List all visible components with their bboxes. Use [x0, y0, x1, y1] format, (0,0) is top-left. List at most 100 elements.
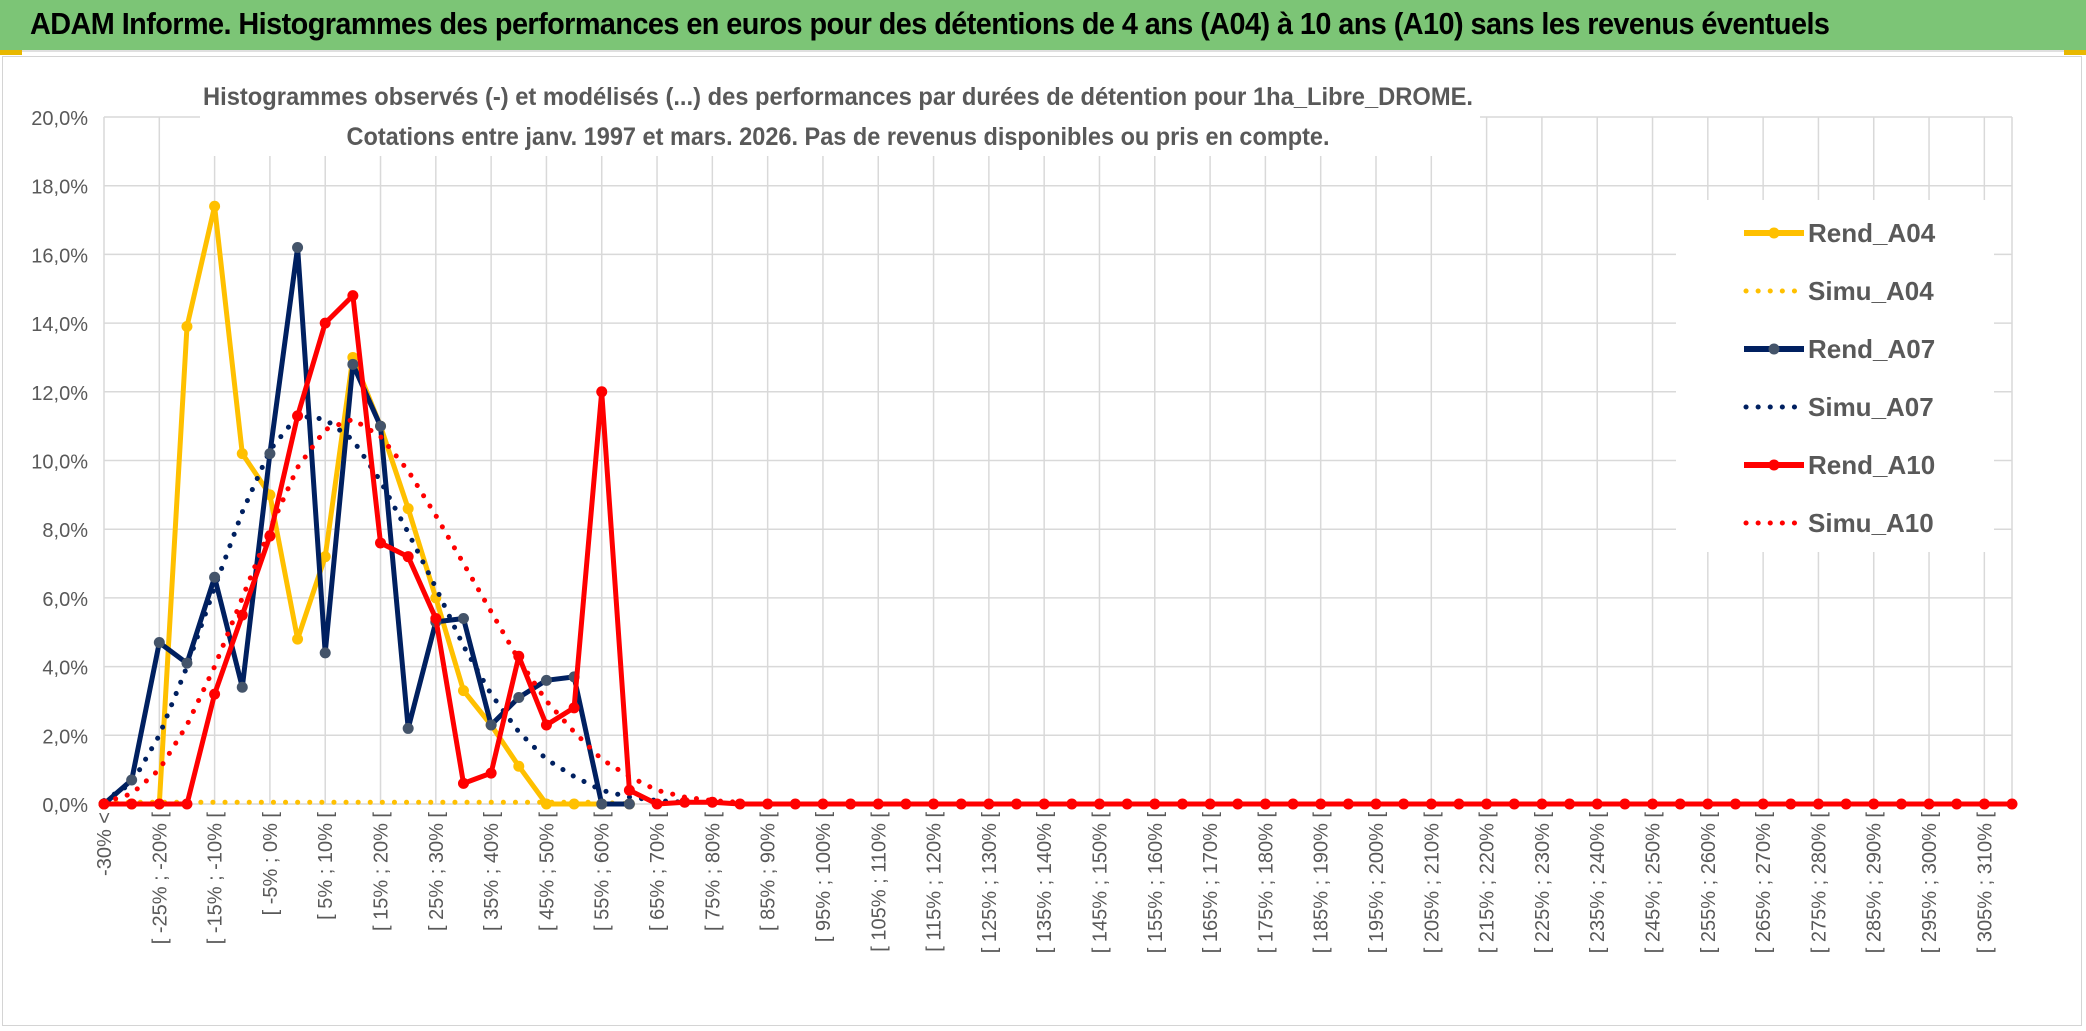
chart-title: Histogrammes observés (-) et modélisés (…: [203, 83, 1473, 111]
data-point: [1038, 798, 1050, 810]
data-point: [817, 798, 829, 810]
data-point: [236, 609, 248, 621]
data-point: [1868, 798, 1880, 810]
data-point: [1453, 798, 1465, 810]
x-tick-label: [ 245% ; 250% [: [1643, 812, 1665, 954]
series-rend-a07: [98, 242, 635, 810]
x-tick-label: [ -25% ; -20% [: [149, 812, 171, 945]
data-point: [181, 321, 193, 333]
data-point: [762, 798, 774, 810]
data-point: [1978, 798, 1990, 810]
x-tick-label: [ 105% ; 110% [: [868, 812, 890, 952]
data-point: [236, 681, 248, 693]
data-point: [1564, 798, 1576, 810]
data-point: [983, 798, 995, 810]
data-point: [1895, 798, 1907, 810]
data-point: [264, 448, 276, 460]
data-point: [236, 448, 248, 460]
data-point: [872, 798, 884, 810]
data-point: [1702, 798, 1714, 810]
data-point: [1481, 798, 1493, 810]
x-tick-label: [ 165% ; 170% [: [1200, 812, 1222, 954]
data-point: [1176, 798, 1188, 810]
data-point: [845, 798, 857, 810]
data-point: [319, 551, 331, 563]
data-point: [402, 722, 414, 734]
data-point: [457, 685, 469, 697]
data-point: [1011, 798, 1023, 810]
data-point: [1093, 798, 1105, 810]
x-tick-label: [ 255% ; 260% [: [1698, 812, 1720, 954]
data-point: [1674, 798, 1686, 810]
data-point: [1370, 798, 1382, 810]
x-tick-label: [ 195% ; 200% [: [1366, 812, 1388, 954]
data-point: [292, 633, 304, 645]
data-point: [900, 798, 912, 810]
legend-label: Rend_A10: [1808, 450, 1935, 480]
legend-entry: Simu_A07: [1743, 392, 1934, 422]
y-tick-label: 16,0%: [31, 245, 88, 267]
legend-label: Simu_A07: [1808, 392, 1934, 422]
data-point: [1619, 798, 1631, 810]
data-point: [319, 647, 331, 659]
x-tick-label: [ 185% ; 190% [: [1311, 812, 1333, 954]
data-point: [126, 798, 138, 810]
x-tick-label: [ 5% ; 10% [: [315, 812, 337, 920]
x-tick-label: [ 25% ; 30% [: [426, 812, 448, 931]
series-line: [104, 293, 2012, 807]
legend: Rend_A04 Simu_A04 Rend_A07 Simu_A07 Rend_A10…: [1676, 200, 1994, 552]
x-tick-label: [ 305% ; 310% [: [1974, 812, 1996, 954]
x-tick-label: [ 285% ; 290% [: [1864, 812, 1886, 954]
x-tick-label: -30% <: [94, 812, 116, 876]
data-point: [1149, 798, 1161, 810]
legend-entry: Simu_A04: [1743, 276, 1934, 306]
y-tick-label: 12,0%: [31, 383, 88, 405]
series-line: [104, 203, 630, 807]
data-point: [126, 774, 138, 786]
legend-marker: [1768, 227, 1780, 239]
data-point: [734, 798, 746, 810]
chart-frame: [2, 56, 2082, 1026]
y-tick-label: 6,0%: [42, 589, 88, 611]
y-tick-label: 2,0%: [42, 726, 88, 748]
legend-entry: Rend_A07: [1744, 334, 1935, 364]
series-rend-a10: [98, 290, 2018, 810]
x-tick-label: [ 205% ; 210% [: [1421, 812, 1443, 954]
data-point: [1536, 798, 1548, 810]
data-point: [1951, 798, 1963, 810]
y-tick-label: 14,0%: [31, 314, 88, 336]
data-point: [623, 798, 635, 810]
data-point: [955, 798, 967, 810]
data-point: [1287, 798, 1299, 810]
legend-entry: Rend_A04: [1744, 218, 1936, 248]
legend-marker: [1768, 459, 1780, 471]
data-point: [1812, 798, 1824, 810]
data-point: [1785, 798, 1797, 810]
data-point: [347, 358, 359, 370]
data-point: [789, 798, 801, 810]
series-simu-a10: [101, 416, 743, 805]
data-point: [1259, 798, 1271, 810]
data-point: [568, 702, 580, 714]
data-point: [181, 798, 193, 810]
x-tick-label: [ 115% ; 120% [: [924, 812, 946, 952]
chart-title-block: Histogrammes observés (-) et modélisés (…: [200, 74, 1480, 156]
legend-label: Rend_A04: [1808, 218, 1936, 248]
legend-label: Simu_A10: [1808, 508, 1934, 538]
x-tick-label: [ 215% ; 220% [: [1477, 812, 1499, 954]
data-point: [181, 657, 193, 669]
chart-subtitle: Cotations entre janv. 1997 et mars. 2026…: [347, 123, 1330, 151]
x-tick-label: [ 145% ; 150% [: [1089, 812, 1111, 954]
data-point: [402, 503, 414, 515]
x-tick-label: [ 155% ; 160% [: [1145, 812, 1167, 954]
x-tick-label: [ -5% ; 0% [: [260, 812, 282, 916]
data-point: [457, 777, 469, 789]
legend-label: Rend_A07: [1808, 334, 1935, 364]
legend-entry: Rend_A10: [1744, 450, 1935, 480]
data-point: [596, 798, 608, 810]
data-point: [209, 688, 221, 700]
x-tick-label: [ -15% ; -10% [: [205, 812, 227, 945]
legend-label: Simu_A04: [1808, 276, 1934, 306]
x-tick-label: [ 235% ; 240% [: [1587, 812, 1609, 954]
